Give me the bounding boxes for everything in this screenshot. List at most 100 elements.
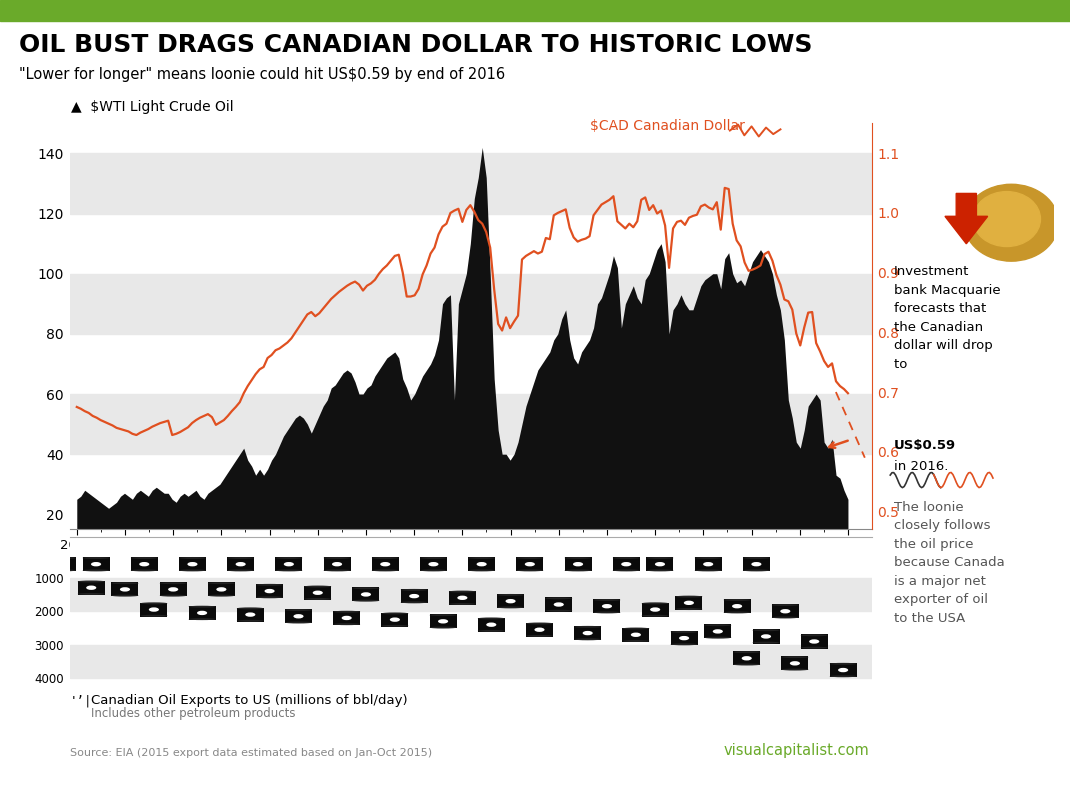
- Text: '’|: '’|: [70, 694, 92, 707]
- Ellipse shape: [704, 624, 731, 626]
- Ellipse shape: [800, 646, 828, 649]
- Ellipse shape: [751, 562, 762, 567]
- Ellipse shape: [159, 582, 186, 584]
- Ellipse shape: [575, 638, 601, 640]
- Ellipse shape: [704, 637, 731, 638]
- Ellipse shape: [703, 562, 714, 567]
- Bar: [642, 603, 669, 617]
- Ellipse shape: [733, 664, 760, 665]
- Ellipse shape: [498, 607, 524, 608]
- Bar: [236, 607, 264, 622]
- Ellipse shape: [809, 639, 820, 644]
- Ellipse shape: [752, 630, 780, 631]
- Ellipse shape: [188, 606, 215, 607]
- Bar: [671, 631, 698, 646]
- Text: US$0.59: US$0.59: [893, 439, 957, 452]
- Ellipse shape: [428, 562, 439, 567]
- Ellipse shape: [575, 626, 601, 628]
- Ellipse shape: [622, 562, 631, 567]
- Ellipse shape: [478, 630, 505, 632]
- Ellipse shape: [149, 607, 159, 612]
- Bar: [352, 587, 380, 602]
- Ellipse shape: [216, 587, 227, 591]
- Ellipse shape: [49, 557, 76, 559]
- Ellipse shape: [771, 616, 799, 618]
- Bar: [517, 557, 544, 572]
- Bar: [733, 651, 760, 665]
- Text: The loonie
closely follows
the oil price
because Canada
is a major net
exporter : The loonie closely follows the oil price…: [893, 501, 1005, 625]
- Ellipse shape: [583, 631, 593, 635]
- Ellipse shape: [179, 557, 205, 559]
- Bar: [323, 557, 351, 572]
- Ellipse shape: [381, 625, 409, 626]
- Bar: [70, 274, 872, 334]
- Ellipse shape: [646, 569, 673, 572]
- Ellipse shape: [505, 599, 516, 603]
- Ellipse shape: [400, 589, 428, 591]
- Ellipse shape: [602, 604, 612, 608]
- Text: in 2016.: in 2016.: [893, 460, 948, 473]
- Text: ▲  $WTI Light Crude Oil: ▲ $WTI Light Crude Oil: [71, 100, 233, 115]
- Bar: [829, 663, 857, 677]
- Ellipse shape: [631, 633, 641, 637]
- Ellipse shape: [800, 634, 828, 636]
- Ellipse shape: [208, 595, 235, 596]
- Ellipse shape: [743, 569, 770, 572]
- Ellipse shape: [733, 651, 760, 653]
- Text: Source: EIA (2015 export data estimated based on Jan-Oct 2015): Source: EIA (2015 export data estimated …: [70, 747, 431, 758]
- Ellipse shape: [159, 595, 186, 596]
- Bar: [188, 606, 215, 620]
- Ellipse shape: [732, 604, 743, 608]
- Ellipse shape: [111, 595, 138, 596]
- Text: visualcapitalist.com: visualcapitalist.com: [723, 743, 869, 758]
- Ellipse shape: [188, 618, 215, 620]
- Ellipse shape: [546, 597, 572, 599]
- Ellipse shape: [780, 609, 791, 614]
- Bar: [285, 609, 312, 623]
- Bar: [623, 628, 649, 642]
- Ellipse shape: [332, 562, 342, 567]
- Ellipse shape: [651, 607, 660, 612]
- Ellipse shape: [524, 562, 535, 567]
- Ellipse shape: [197, 611, 208, 615]
- Ellipse shape: [781, 656, 809, 658]
- Ellipse shape: [675, 608, 702, 610]
- Text: Chart of the Week: Chart of the Week: [19, 4, 140, 17]
- Ellipse shape: [168, 587, 179, 591]
- Ellipse shape: [752, 642, 780, 644]
- Bar: [208, 583, 235, 596]
- Ellipse shape: [613, 557, 640, 559]
- Bar: [704, 624, 731, 638]
- Text: OIL BUST DRAGS CANADIAN DOLLAR TO HISTORIC LOWS: OIL BUST DRAGS CANADIAN DOLLAR TO HISTOR…: [19, 33, 813, 57]
- Bar: [78, 580, 105, 595]
- Ellipse shape: [381, 612, 409, 615]
- Bar: [381, 613, 409, 626]
- Ellipse shape: [565, 569, 592, 572]
- Ellipse shape: [457, 595, 468, 600]
- Ellipse shape: [380, 562, 391, 567]
- Bar: [498, 594, 524, 608]
- Bar: [111, 583, 138, 596]
- Text: Canadian Oil Exports to US (millions of bbl/day): Canadian Oil Exports to US (millions of …: [91, 694, 408, 707]
- Ellipse shape: [478, 618, 505, 619]
- Ellipse shape: [534, 627, 545, 632]
- Ellipse shape: [245, 612, 256, 617]
- Text: $CAD Canadian Dollar: $CAD Canadian Dollar: [590, 119, 745, 133]
- Ellipse shape: [790, 661, 800, 665]
- Bar: [575, 626, 601, 640]
- Bar: [70, 154, 872, 213]
- Ellipse shape: [781, 669, 809, 670]
- Ellipse shape: [572, 562, 583, 567]
- Ellipse shape: [333, 623, 361, 625]
- Ellipse shape: [553, 603, 564, 607]
- Bar: [526, 622, 553, 637]
- Ellipse shape: [526, 622, 553, 625]
- Ellipse shape: [449, 603, 476, 605]
- Ellipse shape: [623, 640, 649, 642]
- Ellipse shape: [389, 618, 400, 622]
- Ellipse shape: [476, 562, 487, 567]
- Ellipse shape: [642, 615, 669, 617]
- Ellipse shape: [323, 557, 351, 559]
- Ellipse shape: [139, 562, 150, 567]
- Ellipse shape: [256, 584, 284, 586]
